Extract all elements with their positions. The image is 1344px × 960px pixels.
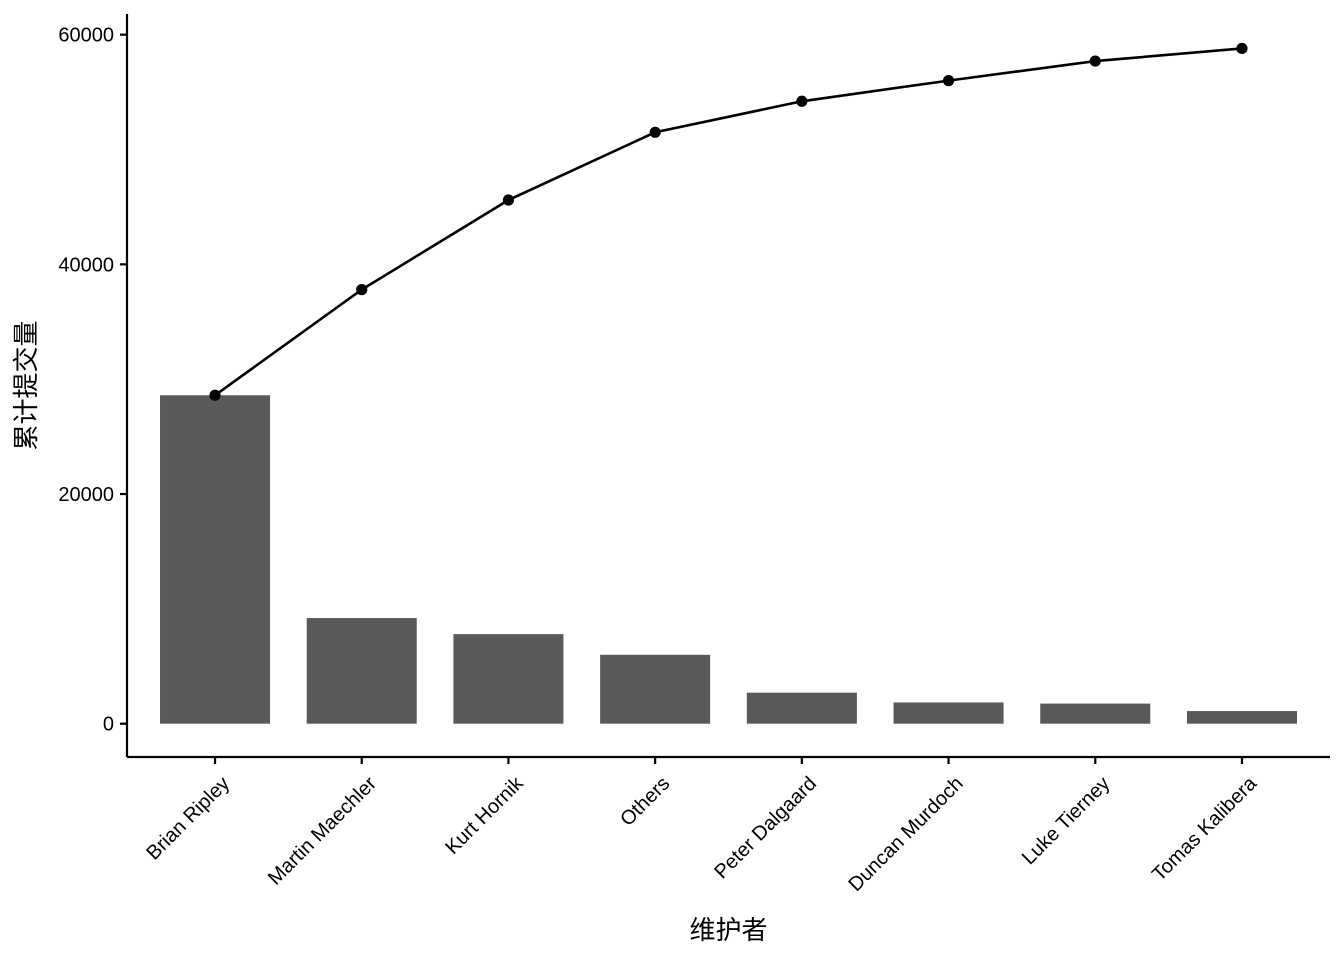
x-axis-title: 维护者: [689, 916, 767, 946]
bar-2: [306, 618, 417, 724]
bar-8: [1186, 711, 1297, 724]
bars-layer: [160, 395, 1297, 724]
x-tick-label: Kurt Hornik: [441, 772, 528, 859]
cumulative-point-3: [502, 194, 515, 206]
x-tick-label: Brian Ripley: [142, 773, 234, 865]
y-tick-label: 40000: [58, 254, 114, 276]
cumulative-point-7: [1089, 55, 1101, 67]
bar-1: [160, 395, 271, 724]
x-tick-label: Tomas Kalibera: [1148, 772, 1262, 886]
cumulative-line: [214, 47, 1243, 397]
bar-6: [893, 702, 1004, 724]
cumulative-point-1: [209, 389, 221, 401]
y-tick-label: 20000: [58, 484, 114, 506]
bar-7: [1040, 703, 1151, 724]
bar-4: [600, 654, 711, 724]
y-tick-label: 0: [103, 714, 114, 736]
bar-5: [746, 692, 857, 724]
cumulative-line-layer: [209, 42, 1248, 401]
y-tick-label: 60000: [58, 25, 114, 47]
bar-3: [453, 634, 564, 724]
cumulative-point-6: [942, 75, 955, 87]
x-tick-label: Others: [616, 773, 674, 831]
y-axis-ticks: 0 20000 40000 60000: [58, 25, 127, 736]
cumulative-point-2: [356, 284, 368, 296]
cumulative-point-8: [1236, 42, 1248, 55]
cumulative-point-4: [649, 126, 661, 138]
cumulative-point-5: [796, 95, 808, 107]
x-tick-label: Duncan Murdoch: [844, 773, 967, 896]
y-axis-title: 累计提交量: [12, 320, 42, 450]
x-tick-label: Martin Maechler: [264, 772, 381, 889]
x-tick-label: Luke Tierney: [1018, 773, 1115, 870]
axes-layer: [125, 14, 1330, 759]
x-axis-ticks: Brian Ripley Martin Maechler Kurt Hornik Ot…: [142, 757, 1262, 896]
x-tick-label: Peter Dalgaard: [710, 773, 821, 884]
